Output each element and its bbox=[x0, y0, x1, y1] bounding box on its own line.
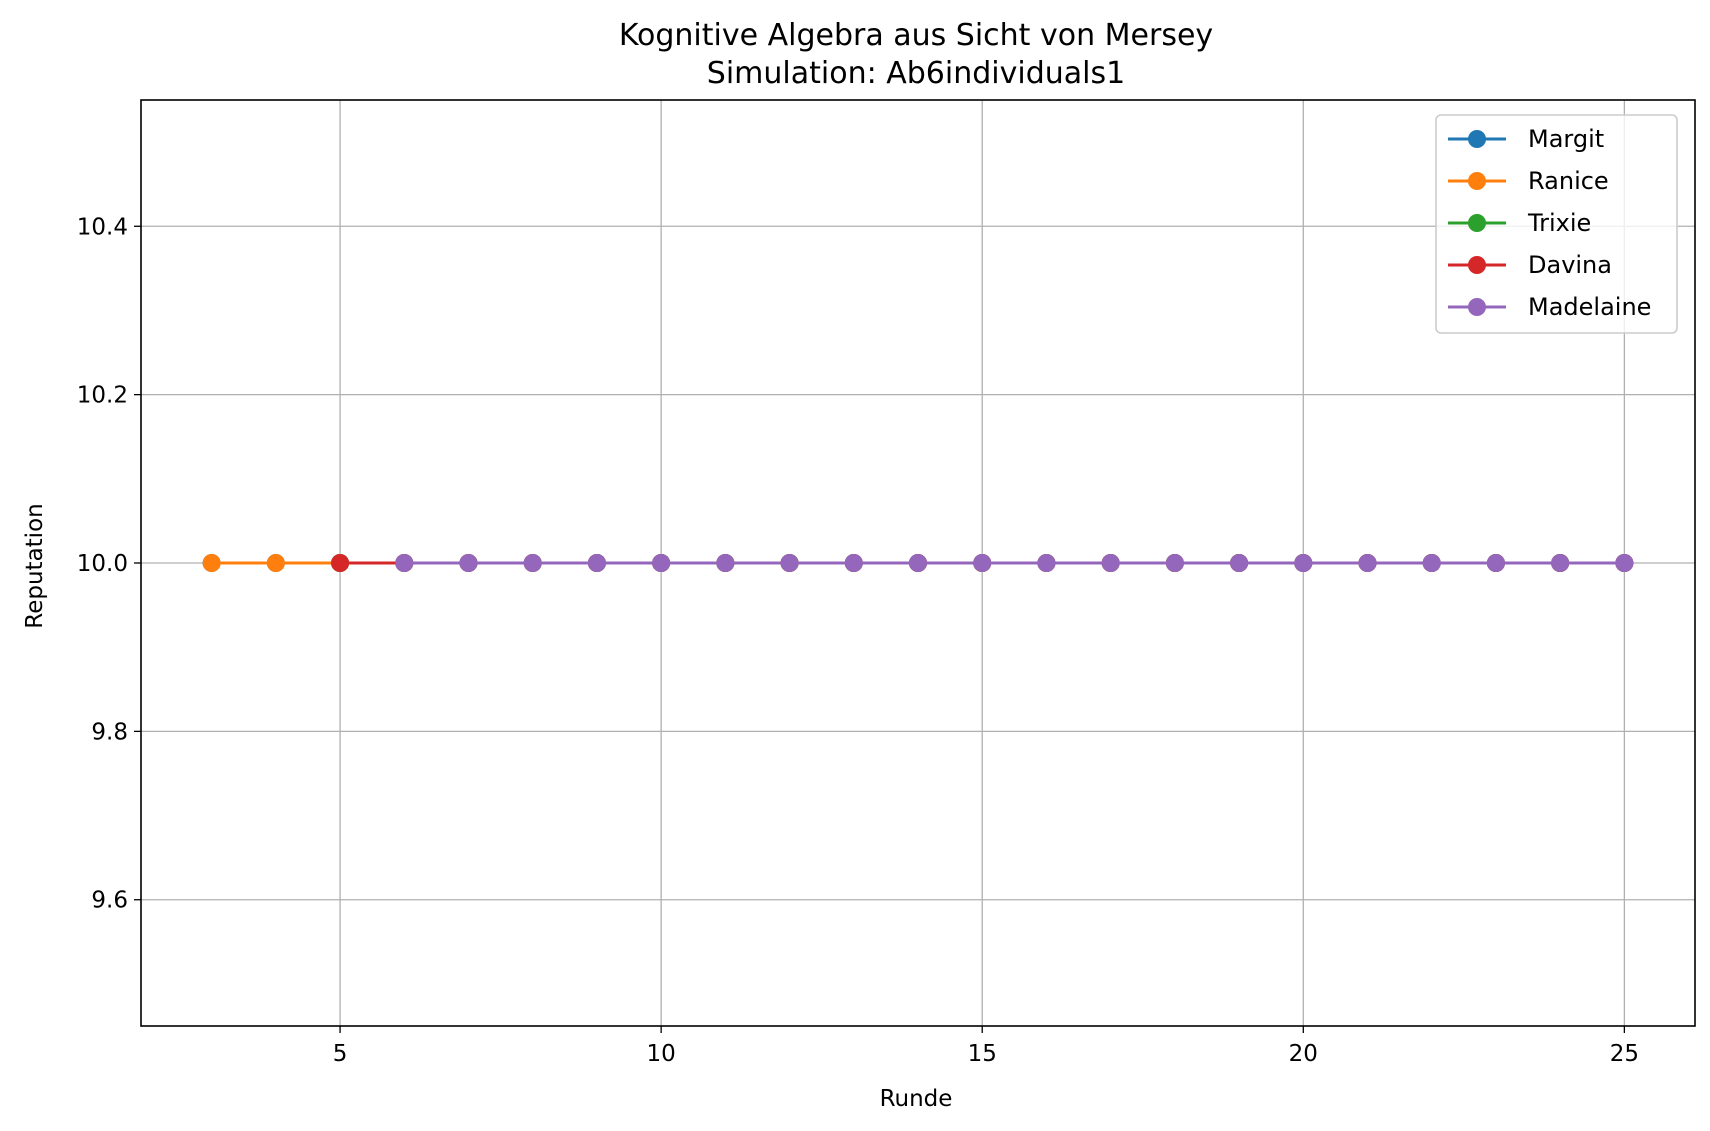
data-point bbox=[266, 554, 285, 572]
x-tick-label: 20 bbox=[1289, 1041, 1318, 1067]
data-point bbox=[652, 554, 671, 572]
legend-box bbox=[1435, 114, 1678, 334]
data-point bbox=[973, 554, 992, 572]
chart-title: Kognitive Algebra aus Sicht von Mersey bbox=[619, 18, 1213, 53]
data-point bbox=[587, 554, 606, 572]
x-tick-label: 10 bbox=[646, 1041, 675, 1067]
x-tick-label: 15 bbox=[968, 1041, 997, 1067]
legend-entry: Ranice bbox=[1448, 167, 1609, 195]
x-tick-label: 25 bbox=[1610, 1041, 1639, 1067]
y-axis-label: Reputation bbox=[22, 503, 48, 628]
legend-label: Trixie bbox=[1527, 209, 1591, 237]
legend-marker bbox=[1468, 172, 1486, 190]
data-point bbox=[1230, 554, 1249, 572]
legend-label: Margit bbox=[1528, 125, 1604, 153]
data-point bbox=[716, 554, 735, 572]
series-madelaine bbox=[395, 554, 1634, 572]
legend-marker bbox=[1468, 298, 1486, 316]
x-tick-label: 5 bbox=[333, 1041, 348, 1067]
data-point bbox=[331, 554, 350, 572]
legend-label: Madelaine bbox=[1528, 293, 1651, 321]
legend-entry: Davina bbox=[1448, 251, 1612, 279]
legend-entry: Madelaine bbox=[1448, 293, 1651, 321]
y-tick-label: 10.4 bbox=[77, 214, 128, 240]
data-point bbox=[909, 554, 927, 572]
data-point bbox=[1165, 554, 1184, 572]
y-tick-label: 10.2 bbox=[77, 383, 128, 409]
data-point bbox=[844, 554, 863, 572]
data-point bbox=[1551, 554, 1570, 572]
data-point bbox=[523, 554, 542, 572]
legend-label: Davina bbox=[1528, 251, 1612, 279]
data-point bbox=[1358, 554, 1377, 572]
tick-marks: 5 10 15 20 25 9.6 9.8 10.0 10.2 10.4 bbox=[77, 214, 1639, 1067]
data-point bbox=[1294, 554, 1313, 572]
data-point bbox=[1422, 554, 1441, 572]
data-series bbox=[202, 554, 1634, 572]
legend-entry: Trixie bbox=[1448, 209, 1591, 237]
data-point bbox=[202, 554, 221, 572]
chart-subtitle: Simulation: Ab6individuals1 bbox=[707, 56, 1125, 91]
data-point bbox=[1615, 554, 1634, 572]
data-point bbox=[395, 554, 414, 572]
legend-label: Ranice bbox=[1528, 167, 1609, 195]
legend-marker bbox=[1468, 256, 1486, 274]
y-tick-label: 9.6 bbox=[91, 888, 128, 914]
data-point bbox=[1486, 554, 1505, 572]
legend-marker bbox=[1468, 214, 1486, 232]
x-axis-label: Runde bbox=[880, 1086, 953, 1112]
data-point bbox=[1037, 554, 1056, 572]
y-tick-label: 10.0 bbox=[77, 551, 128, 577]
data-point bbox=[459, 554, 478, 572]
y-tick-label: 9.8 bbox=[91, 719, 128, 745]
legend: Margit Ranice Trixie Davina Madelaine bbox=[1435, 114, 1678, 334]
legend-entry: Margit bbox=[1448, 125, 1604, 153]
data-point bbox=[780, 554, 799, 572]
legend-marker bbox=[1468, 130, 1486, 148]
data-point bbox=[1101, 554, 1120, 572]
